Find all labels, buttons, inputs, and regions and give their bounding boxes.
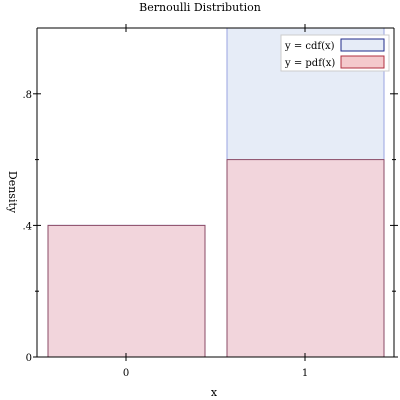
y-tick-label-0: 0 [26, 353, 32, 364]
legend-label-cdf: y = cdf(x) [284, 41, 335, 52]
x-axis-label: x [211, 386, 218, 399]
pdf-bar-0 [47, 224, 206, 358]
y-tick-label-.8: .8 [22, 90, 32, 101]
legend-swatch-cdf [340, 38, 385, 52]
chart-title: Bernoulli Distribution [139, 1, 261, 14]
x-tick-label-1: 1 [302, 368, 308, 379]
legend-swatch-pdf [340, 55, 385, 69]
legend-label-pdf: y = pdf(x) [284, 58, 335, 69]
pdf-bar-1 [226, 159, 385, 358]
y-axis-label: Density [6, 171, 19, 214]
y-tick-label-.4: .4 [22, 221, 32, 232]
x-tick-label-0: 0 [123, 368, 129, 379]
